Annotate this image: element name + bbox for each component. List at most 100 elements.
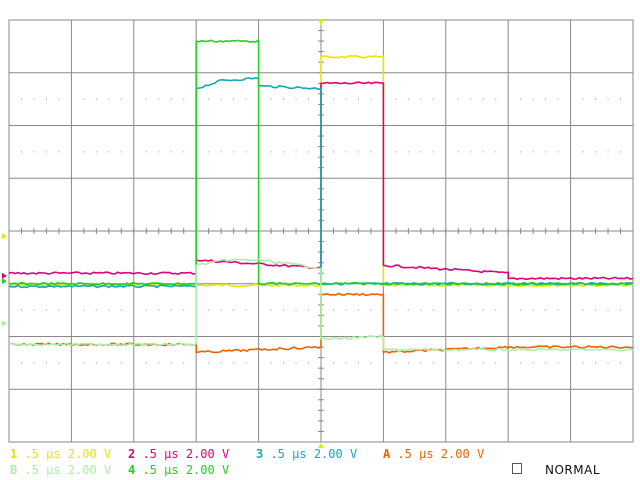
grid-dot bbox=[395, 151, 397, 153]
grid-dot bbox=[83, 309, 85, 311]
grid-dot bbox=[457, 362, 459, 364]
grid-dot bbox=[545, 309, 547, 311]
grid-dot bbox=[532, 362, 534, 364]
grid-dot bbox=[620, 309, 622, 311]
grid-dot bbox=[120, 151, 122, 153]
channel-volts-per-div: 2.00 V bbox=[306, 447, 358, 461]
grid-dot bbox=[620, 98, 622, 100]
grid-dot bbox=[395, 98, 397, 100]
grid-dot bbox=[532, 151, 534, 153]
grid-dot bbox=[345, 98, 347, 100]
channel-id: A bbox=[383, 447, 391, 461]
grid-dot bbox=[582, 362, 584, 364]
grid-dot bbox=[95, 362, 97, 364]
channel-timebase: .5 μs bbox=[135, 447, 179, 461]
grid-dot bbox=[158, 362, 160, 364]
channel-ground-marker bbox=[2, 233, 7, 240]
grid-dot bbox=[108, 362, 110, 364]
acquisition-mode: NORMAL bbox=[545, 463, 601, 477]
waveform-traces bbox=[8, 39, 634, 354]
grid-dot bbox=[145, 362, 147, 364]
grid-dot bbox=[108, 309, 110, 311]
grid-dot bbox=[407, 151, 409, 153]
grid-dot bbox=[532, 309, 534, 311]
grid-dot bbox=[233, 98, 235, 100]
grid-dot bbox=[357, 98, 359, 100]
grid-dot bbox=[332, 362, 334, 364]
grid-dot bbox=[470, 362, 472, 364]
grid-dot bbox=[432, 309, 434, 311]
grid-dot bbox=[395, 362, 397, 364]
grid-dot bbox=[270, 362, 272, 364]
grid-dot bbox=[370, 151, 372, 153]
grid-dot bbox=[145, 151, 147, 153]
grid-dot bbox=[520, 309, 522, 311]
channel-timebase: .5 μs bbox=[17, 447, 61, 461]
channel-volts-per-div: 2.00 V bbox=[60, 463, 112, 477]
grid-dot bbox=[620, 151, 622, 153]
grid-dot bbox=[582, 98, 584, 100]
grid-dot bbox=[220, 98, 222, 100]
grid-dot bbox=[557, 98, 559, 100]
trigger-position-marker bbox=[318, 443, 324, 448]
grid-dot bbox=[495, 362, 497, 364]
grid-dot bbox=[183, 151, 185, 153]
grid-dot bbox=[607, 98, 609, 100]
grid-dot bbox=[420, 362, 422, 364]
grid-dot bbox=[582, 151, 584, 153]
grid-dot bbox=[220, 362, 222, 364]
grid-dot bbox=[108, 151, 110, 153]
grid-dot bbox=[332, 98, 334, 100]
grid-dot bbox=[370, 98, 372, 100]
channel-ground-marker bbox=[2, 272, 7, 279]
grid-dot bbox=[332, 151, 334, 153]
grid-dot bbox=[233, 309, 235, 311]
channel-label-a: A .5 μs 2.00 V bbox=[383, 447, 484, 461]
grid-dot bbox=[332, 309, 334, 311]
trace-channel-1 bbox=[9, 55, 634, 288]
grid-dot bbox=[407, 98, 409, 100]
grid-dot bbox=[482, 98, 484, 100]
grid-dot bbox=[208, 362, 210, 364]
grid-dot bbox=[83, 151, 85, 153]
grid-dot bbox=[420, 309, 422, 311]
grid-dot bbox=[395, 309, 397, 311]
grid-dot bbox=[345, 362, 347, 364]
grid-dot bbox=[420, 98, 422, 100]
grid-dot bbox=[208, 309, 210, 311]
grid-dot bbox=[345, 309, 347, 311]
grid-dot bbox=[158, 98, 160, 100]
grid-dot bbox=[495, 309, 497, 311]
grid-dot bbox=[120, 309, 122, 311]
grid-dot bbox=[308, 309, 310, 311]
channel-markers bbox=[2, 20, 324, 448]
grid-dot bbox=[170, 98, 172, 100]
grid-dot bbox=[270, 309, 272, 311]
grid-dot bbox=[607, 309, 609, 311]
grid-dot bbox=[482, 151, 484, 153]
trace-channel-4 bbox=[8, 39, 634, 286]
grid-dot bbox=[357, 309, 359, 311]
grid-dot bbox=[582, 309, 584, 311]
channel-id: 2 bbox=[128, 447, 136, 461]
grid-dot bbox=[345, 151, 347, 153]
channel-volts-per-div: 2.00 V bbox=[178, 447, 230, 461]
channel-timebase: .5 μs bbox=[17, 463, 61, 477]
grid-dot bbox=[283, 362, 285, 364]
channel-timebase: .5 μs bbox=[263, 447, 307, 461]
channel-label-4: 4 .5 μs 2.00 V bbox=[128, 463, 229, 477]
grid-dot bbox=[520, 151, 522, 153]
grid-dot bbox=[83, 98, 85, 100]
grid-dot bbox=[370, 362, 372, 364]
grid-dot bbox=[245, 98, 247, 100]
grid-dot bbox=[245, 309, 247, 311]
grid-dot bbox=[95, 309, 97, 311]
channel-label-b: B .5 μs 2.00 V bbox=[10, 463, 111, 477]
grid-dot bbox=[183, 362, 185, 364]
grid-dot bbox=[557, 151, 559, 153]
grid-dot bbox=[283, 98, 285, 100]
channel-label-2: 2 .5 μs 2.00 V bbox=[128, 447, 229, 461]
grid-dot bbox=[158, 309, 160, 311]
grid-dot bbox=[482, 309, 484, 311]
